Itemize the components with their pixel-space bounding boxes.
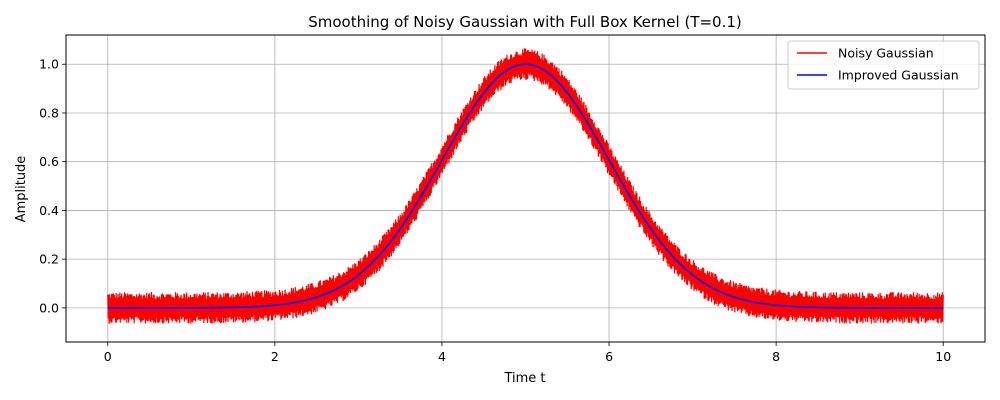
x-tick-label: 4 [438, 349, 446, 364]
y-tick-label: 0.0 [39, 300, 59, 315]
legend: Noisy Gaussian Improved Gaussian [787, 40, 980, 90]
y-tick-label: 0.2 [39, 252, 59, 267]
y-tick-label: 0.4 [39, 203, 59, 218]
series-noisy-gaussian [107, 48, 944, 324]
plot-frame [65, 34, 986, 343]
x-tick-label: 6 [605, 349, 613, 364]
chart-title: Smoothing of Noisy Gaussian with Full Bo… [308, 13, 742, 31]
x-axis: 0 2 4 6 8 10 [104, 342, 951, 364]
x-tick-label: 10 [935, 349, 951, 364]
x-tick-label: 2 [271, 349, 279, 364]
legend-label-noisy: Noisy Gaussian [838, 46, 934, 61]
y-tick-label: 0.6 [39, 154, 59, 169]
y-axis: 0.0 0.2 0.4 0.6 0.8 1.0 [39, 57, 66, 315]
legend-label-improved: Improved Gaussian [838, 68, 959, 83]
plot-area [107, 48, 944, 324]
legend-box [787, 40, 980, 90]
y-axis-label: Amplitude [14, 156, 29, 223]
x-axis-label: Time t [503, 371, 545, 386]
x-tick-label: 8 [772, 349, 780, 364]
y-tick-label: 1.0 [39, 57, 59, 72]
series-improved-gaussian [107, 63, 944, 309]
y-tick-label: 0.8 [39, 105, 59, 120]
x-tick-label: 0 [104, 349, 112, 364]
